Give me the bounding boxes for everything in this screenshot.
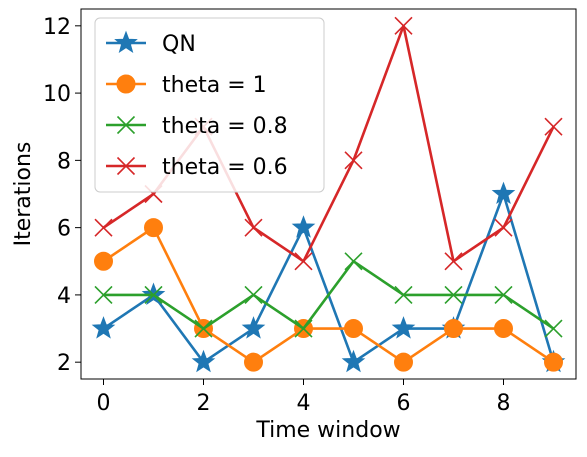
- x-tick-label: 0: [97, 391, 111, 416]
- data-point-theta-0-6-0: [94, 218, 113, 237]
- series-line-theta-0-8: [103, 259, 555, 330]
- x-axis-label: Time window: [255, 418, 400, 443]
- data-point-qn-2: [191, 349, 216, 373]
- y-tick-label: 10: [43, 82, 71, 107]
- x-tick-label: 4: [297, 391, 311, 416]
- series-theta-0-8: [94, 252, 563, 338]
- data-point-theta-0-8-7: [444, 285, 463, 304]
- plot-frame: [80, 8, 577, 380]
- x-tick-label: 2: [197, 391, 211, 416]
- data-point-theta-1-8: [494, 319, 513, 339]
- x-tick-label: 6: [397, 391, 411, 416]
- data-point-theta-1-5: [344, 319, 363, 339]
- data-point-theta-0-8-9: [544, 319, 563, 338]
- legend-marker: [116, 74, 136, 94]
- data-point-theta-0-6-5: [344, 151, 363, 170]
- data-point-qn-3: [241, 316, 266, 339]
- data-point-qn-6: [391, 316, 416, 339]
- legend-marker: [116, 115, 136, 135]
- data-point-qn-8: [491, 181, 516, 205]
- series-line-qn: [102, 192, 555, 364]
- y-tick-label: 8: [57, 149, 71, 174]
- y-axis-label: Iterations: [11, 142, 36, 247]
- legend-label: QN: [162, 32, 196, 57]
- legend-label: theta = 0.6: [162, 155, 288, 180]
- data-point-theta-1-9: [544, 352, 563, 372]
- data-point-theta-0-6-6: [394, 16, 413, 35]
- data-point-theta-1-3: [244, 352, 263, 372]
- data-point-qn-5: [341, 349, 366, 373]
- x-tick-label: 8: [497, 391, 511, 416]
- series-line-theta-1: [102, 226, 555, 364]
- legend-box: [94, 17, 325, 193]
- legend: QN theta = 1 theta = 0.8 theta = 0.6: [94, 17, 325, 193]
- y-axis-ticks: 2 4 6 8 10 12: [43, 15, 81, 376]
- data-point-theta-1-0: [94, 251, 113, 271]
- y-tick-label: 4: [57, 284, 71, 309]
- data-point-qn-4: [291, 215, 316, 238]
- legend-label: theta = 1: [162, 73, 267, 98]
- series-layer: [91, 16, 566, 373]
- data-point-theta-0-8-8: [494, 285, 513, 304]
- data-point-theta-0-6-4: [294, 252, 313, 271]
- data-point-theta-0-8-1: [144, 285, 163, 304]
- data-point-theta-1-6: [394, 352, 413, 372]
- data-point-theta-0-6-7: [444, 252, 463, 271]
- data-point-qn-0: [91, 316, 116, 339]
- data-point-theta-0-8-6: [394, 285, 413, 304]
- data-point-theta-0-8-0: [94, 285, 113, 304]
- data-point-theta-0-6-9: [544, 117, 563, 136]
- y-tick-label: 6: [57, 217, 71, 242]
- data-point-theta-0-8-2: [194, 319, 213, 338]
- y-tick-label: 2: [57, 351, 71, 376]
- data-point-theta-0-8-5: [344, 252, 363, 271]
- legend-item-theta-0-8: theta = 0.8: [106, 114, 288, 139]
- data-point-theta-1-1: [144, 218, 163, 238]
- x-axis-ticks: 0 2 4 6 8: [97, 379, 511, 416]
- legend-item-theta-1: theta = 1: [106, 73, 267, 98]
- legend-label: theta = 0.8: [162, 114, 288, 139]
- legend-marker: [116, 156, 136, 176]
- legend-item-theta-0-6: theta = 0.6: [106, 155, 288, 180]
- legend-item-qn: QN: [106, 30, 196, 57]
- data-point-theta-0-6-8: [494, 218, 513, 237]
- data-point-theta-0-6-3: [244, 218, 263, 237]
- data-point-theta-0-8-4: [294, 319, 313, 338]
- legend-marker: [114, 30, 138, 54]
- y-tick-label: 12: [43, 15, 71, 40]
- data-point-theta-1-7: [444, 319, 463, 339]
- data-point-theta-0-8-3: [244, 285, 263, 304]
